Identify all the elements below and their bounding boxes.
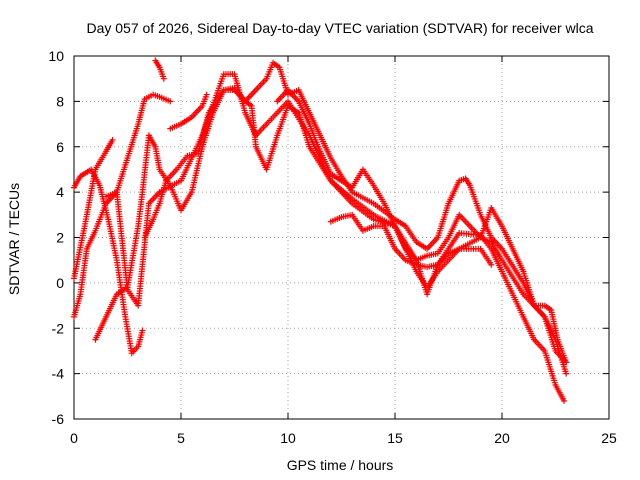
axis-ticks: 0 5 10 15 20 25 -6 -4 -2 0 2 4 6 8 10: [48, 48, 617, 446]
series-track-8: [141, 59, 570, 366]
y-tick-label: -4: [52, 366, 65, 382]
data-point: [561, 397, 568, 404]
data-point: [203, 91, 210, 98]
x-tick-label: 10: [280, 430, 296, 446]
series-track-6: [152, 57, 167, 82]
data-point: [109, 136, 116, 143]
x-tick-label: 25: [601, 430, 617, 446]
y-tick-label: 10: [48, 48, 64, 64]
y-tick-label: 0: [56, 275, 64, 291]
y-tick-label: 8: [56, 93, 64, 109]
x-tick-label: 15: [387, 430, 403, 446]
series-track-2: [71, 91, 174, 320]
series-track-3: [71, 136, 116, 282]
data-point: [139, 327, 146, 334]
series-track-7: [167, 91, 210, 132]
data-point: [167, 98, 174, 105]
x-tick-label: 5: [177, 430, 185, 446]
series-track-10: [327, 211, 495, 270]
y-tick-label: 6: [56, 139, 64, 155]
data-point: [160, 75, 167, 82]
y-axis-label: SDTVAR / TECUs: [6, 183, 22, 295]
grid: [74, 56, 609, 419]
y-tick-label: 4: [56, 184, 64, 200]
chart-title: Day 057 of 2026, Sidereal Day-to-day VTE…: [86, 20, 593, 36]
x-axis-label: GPS time / hours: [287, 457, 394, 473]
x-tick-label: 20: [494, 430, 510, 446]
data-points: [71, 57, 570, 404]
y-tick-label: -2: [52, 320, 65, 336]
data-point: [563, 370, 570, 377]
series-track-1: [71, 166, 146, 357]
y-tick-label: 2: [56, 230, 64, 246]
series-track-9: [274, 87, 570, 377]
data-point: [488, 261, 495, 268]
y-tick-label: -6: [52, 411, 65, 427]
x-tick-label: 0: [70, 430, 78, 446]
